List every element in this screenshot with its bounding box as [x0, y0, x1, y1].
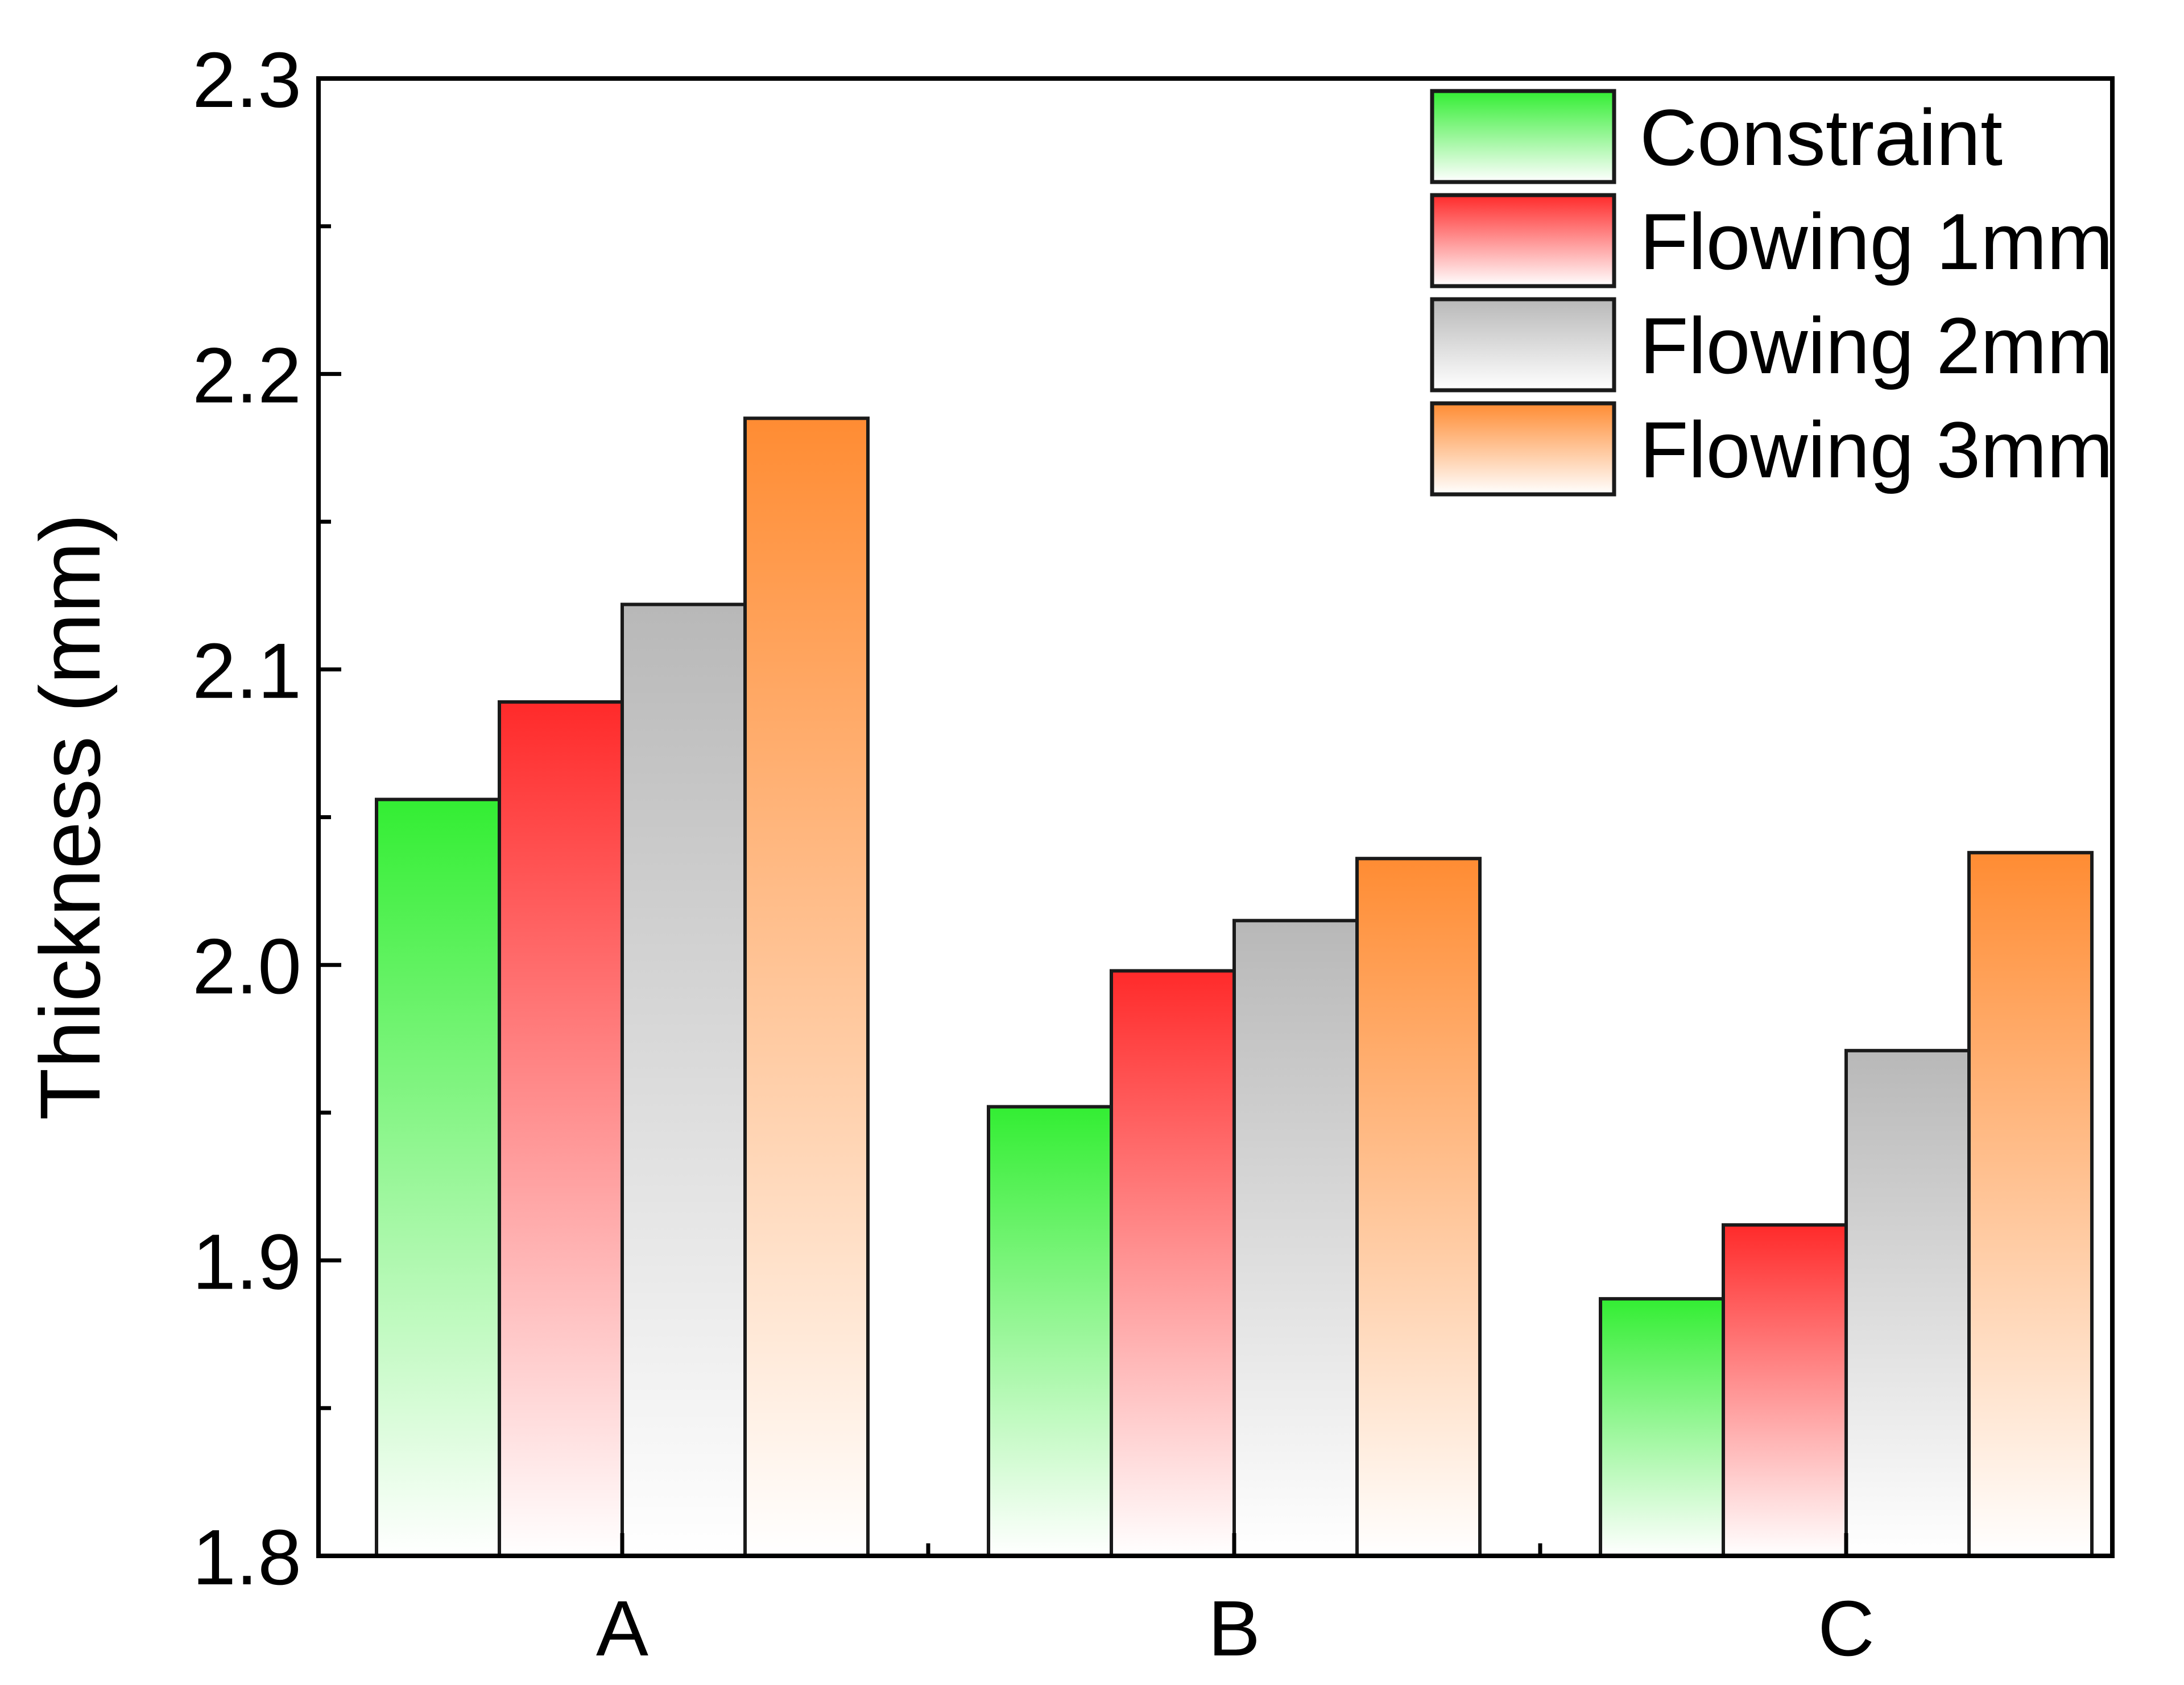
bar-A-flowing-1mm [498, 700, 624, 1558]
bar-C-constraint [1599, 1297, 1725, 1558]
legend-label: Flowing 1mm [1640, 197, 2113, 286]
legend-label: Flowing 3mm [1640, 405, 2113, 494]
bar-A-constraint [375, 798, 501, 1558]
bar-B-flowing-2mm [1232, 919, 1359, 1558]
bar-C-flowing-3mm [1967, 850, 2094, 1558]
y-axis-label: Thickness (mm) [22, 514, 118, 1121]
y-tick-label: 2.3 [192, 36, 301, 124]
x-axis: A B C [596, 1533, 1875, 1672]
bar-B-flowing-1mm [1110, 969, 1236, 1558]
x-tick-label-B: B [1208, 1585, 1260, 1672]
legend-swatch [1430, 193, 1616, 288]
x-tick-label-A: A [596, 1585, 648, 1672]
bar-B-flowing-3mm [1355, 857, 1482, 1558]
y-tick-label: 1.9 [192, 1219, 301, 1306]
y-tick-label: 2.2 [192, 332, 301, 419]
y-tick-label: 2.1 [192, 627, 301, 715]
bar-A-flowing-3mm [743, 416, 870, 1558]
legend-swatch [1430, 401, 1616, 497]
bar-B-constraint [987, 1105, 1113, 1558]
legend: Constraint Flowing 1mm Flowing 2mm Flowing … [1430, 89, 2113, 497]
y-tick-label: 2.0 [192, 923, 301, 1010]
legend-label: Flowing 2mm [1640, 301, 2113, 390]
legend-swatch [1430, 89, 1616, 184]
y-axis: 1.8 1.9 2.0 2.1 2.2 2.3 [192, 36, 341, 1601]
bar-A-flowing-2mm [621, 602, 747, 1558]
bar-C-flowing-2mm [1844, 1048, 1971, 1558]
legend-swatch [1430, 297, 1616, 393]
bars-layer [375, 416, 2094, 1558]
x-tick-label-C: C [1818, 1585, 1875, 1672]
legend-label: Constraint [1640, 93, 2003, 182]
y-tick-label: 1.8 [192, 1514, 301, 1601]
bar-C-flowing-1mm [1722, 1223, 1848, 1558]
